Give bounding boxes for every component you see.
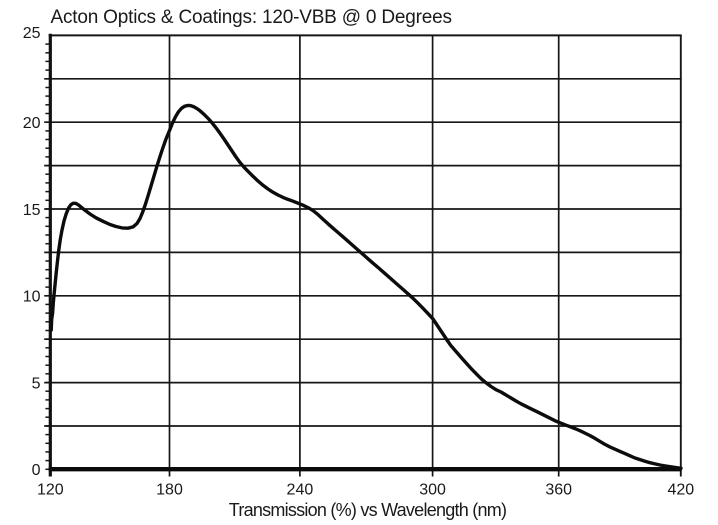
svg-text:360: 360 [545,482,572,499]
svg-text:5: 5 [32,375,41,392]
svg-text:240: 240 [287,482,314,499]
svg-text:420: 420 [667,482,694,499]
svg-text:20: 20 [23,115,41,132]
svg-text:300: 300 [419,482,446,499]
svg-text:0: 0 [32,462,41,479]
svg-text:15: 15 [23,202,41,219]
svg-text:Acton Optics & Coatings: 120-V: Acton Optics & Coatings: 120-VBB @ 0 Deg… [51,7,452,28]
svg-text:180: 180 [156,482,183,499]
svg-text:10: 10 [23,289,41,306]
svg-text:25: 25 [23,25,41,42]
svg-text:120: 120 [37,482,64,499]
svg-text:Transmission (%) vs Wavelength: Transmission (%) vs Wavelength (nm) [229,500,506,520]
